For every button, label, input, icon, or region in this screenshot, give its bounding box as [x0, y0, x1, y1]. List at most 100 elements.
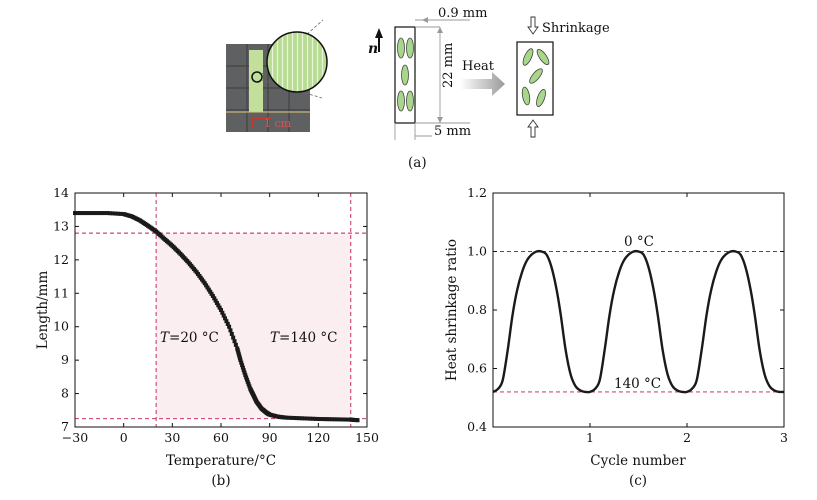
y-tick-label: 8	[61, 386, 69, 401]
data-point	[81, 211, 86, 216]
y-tick-label: 12	[53, 252, 69, 267]
data-point	[213, 298, 218, 303]
x-tick-label: −30	[62, 430, 88, 445]
data-point	[205, 285, 210, 290]
data-point	[102, 211, 107, 216]
y-tick-label-c: 1.0	[467, 244, 487, 259]
data-point	[228, 328, 233, 333]
dim-length: 22 mm	[441, 43, 456, 88]
data-point	[340, 417, 345, 422]
data-point	[100, 211, 105, 216]
data-point	[329, 417, 334, 422]
data-point	[238, 358, 243, 363]
y-tick-label-c: 0.4	[467, 419, 487, 434]
caption-a: (a)	[408, 155, 427, 171]
data-point	[319, 417, 324, 422]
y-tick-label: 11	[53, 285, 69, 300]
data-point	[75, 211, 80, 216]
orientation-label: n	[368, 41, 378, 57]
data-point	[245, 379, 250, 384]
data-point	[86, 211, 91, 216]
data-point	[110, 211, 115, 216]
data-point	[209, 291, 214, 296]
shrinkage-label: Shrinkage	[542, 21, 610, 36]
x-tick-label: 90	[262, 430, 278, 445]
data-point	[227, 324, 232, 329]
annotation-t140: T=140 °C	[270, 330, 337, 346]
y-tick-label: 7	[61, 419, 69, 434]
data-point	[225, 321, 230, 326]
data-point	[118, 211, 123, 216]
x-tick-label-c: 3	[780, 430, 788, 445]
data-point	[105, 211, 110, 216]
data-point	[286, 415, 291, 420]
data-point	[244, 375, 249, 380]
data-point	[305, 416, 310, 421]
heat-label: Heat	[462, 59, 495, 74]
dim-width-bottom: 5 mm	[434, 124, 471, 139]
zoom-marker	[251, 71, 263, 83]
data-point	[78, 211, 83, 216]
x-tick-label-c: 1	[586, 430, 594, 445]
data-point	[221, 313, 226, 318]
data-point	[324, 417, 329, 422]
data-point	[300, 416, 305, 421]
data-point	[239, 360, 244, 365]
annotation-t20: T=20 °C	[160, 330, 219, 346]
sample-strip	[249, 50, 263, 112]
data-point	[302, 416, 307, 421]
data-point	[355, 418, 360, 423]
data-point	[337, 417, 342, 422]
x-tick-label: 0	[120, 430, 128, 445]
shrunk-schematic: Shrinkage	[516, 16, 610, 138]
data-point	[332, 417, 337, 422]
data-point	[233, 342, 238, 347]
data-point	[94, 211, 99, 216]
sample-photo: 1 cm	[226, 19, 328, 132]
data-point	[232, 339, 237, 344]
data-point	[231, 335, 236, 340]
data-point	[91, 211, 96, 216]
y-tick-label-c: 1.2	[467, 185, 487, 200]
data-point	[343, 417, 348, 422]
data-point	[346, 417, 351, 422]
data-point	[216, 303, 221, 308]
data-point	[208, 289, 213, 294]
guide-lines-c	[493, 251, 784, 393]
data-point	[97, 211, 102, 216]
data-point	[108, 211, 113, 216]
data-point	[220, 310, 225, 315]
data-point	[113, 211, 118, 216]
x-tick-label: 60	[213, 430, 229, 445]
caption-c: (c)	[629, 473, 647, 489]
data-point	[247, 384, 252, 389]
data-point	[335, 417, 340, 422]
annotation-140c: 140 °C	[614, 376, 661, 392]
x-tick-label: 120	[306, 430, 330, 445]
data-point	[292, 415, 296, 420]
data-point	[297, 416, 302, 421]
zoom-inset	[266, 31, 328, 93]
y-tick-label-c: 0.8	[467, 302, 487, 317]
data-point	[214, 300, 219, 305]
data-markers	[73, 211, 360, 423]
data-point	[241, 368, 246, 373]
heat-arrow: Heat	[460, 59, 505, 96]
data-point	[240, 365, 245, 370]
xlabel-c: Cycle number	[590, 453, 686, 469]
data-point	[89, 211, 94, 216]
data-point	[316, 416, 321, 421]
panel-a: 1 cm n	[226, 6, 610, 171]
shrink-arrow-top	[527, 16, 539, 35]
data-point	[246, 382, 251, 387]
scale-label: 1 cm	[264, 117, 292, 130]
data-point	[240, 363, 245, 368]
data-point	[217, 305, 222, 310]
y-tick-label-c: 0.6	[467, 361, 487, 376]
data-point	[244, 377, 249, 382]
x-tick-label: 150	[355, 430, 379, 445]
data-point	[327, 417, 332, 422]
x-tick-label-c: 2	[683, 430, 691, 445]
y-tick-label: 13	[53, 218, 69, 233]
